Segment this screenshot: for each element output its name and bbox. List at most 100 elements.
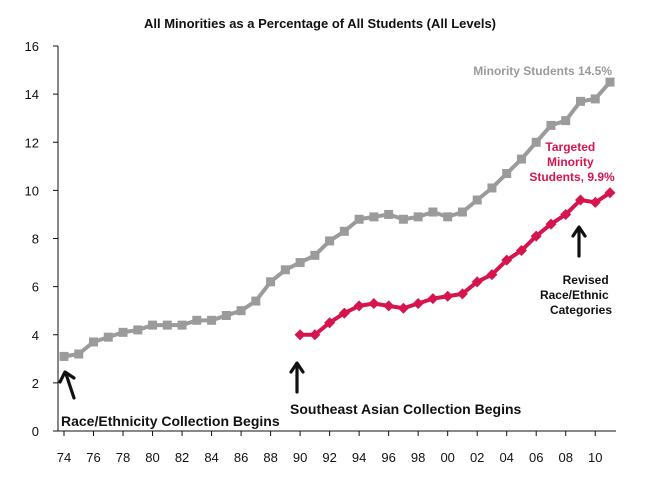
x-tick-label: 84 — [204, 450, 218, 465]
data-point — [589, 196, 601, 208]
asian-collection-arrow — [289, 361, 305, 394]
x-tick-label: 74 — [57, 450, 71, 465]
data-point — [574, 194, 586, 206]
data-point — [486, 269, 498, 281]
data-point — [457, 207, 467, 217]
data-point — [162, 320, 172, 330]
data-point — [118, 327, 128, 337]
data-point — [266, 277, 276, 287]
data-point — [221, 311, 231, 320]
data-point — [353, 300, 365, 312]
data-point — [443, 212, 453, 222]
data-point — [339, 226, 349, 236]
race-collection-arrow — [58, 370, 76, 400]
series-targeted-minority-students — [294, 187, 616, 341]
data-point — [236, 306, 246, 316]
data-point — [369, 212, 379, 222]
revised-categories-label: Revised Race/Ethnic Categories — [540, 273, 612, 317]
data-point — [324, 317, 336, 329]
annotations: Minority Students 14.5% Targeted Minorit… — [58, 64, 615, 429]
data-point — [471, 276, 483, 288]
data-point — [368, 297, 380, 309]
x-tick-label: 08 — [558, 450, 572, 465]
data-point — [531, 137, 541, 147]
x-tick-label: 78 — [116, 450, 130, 465]
series-minority-students — [59, 77, 615, 361]
x-tick-label: 96 — [381, 450, 395, 465]
data-point — [516, 154, 526, 164]
data-point — [383, 300, 395, 312]
series-line-minority-students — [63, 80, 612, 359]
asian-collection-label: Southeast Asian Collection Begins — [290, 401, 522, 417]
x-tick-label: 82 — [175, 450, 189, 465]
y-tick-label: 16 — [25, 39, 39, 54]
targeted-label-line-1: Targeted — [545, 140, 595, 154]
chart-title: All Minorities as a Percentage of All St… — [144, 16, 496, 31]
x-tick-label: 92 — [322, 450, 336, 465]
data-point — [575, 96, 585, 106]
data-point — [397, 302, 409, 314]
y-tick-label: 14 — [25, 87, 39, 102]
data-point — [354, 214, 364, 224]
x-tick-label: 06 — [529, 450, 543, 465]
data-point — [501, 254, 513, 266]
data-point — [561, 116, 571, 126]
x-tick-label: 94 — [352, 450, 366, 465]
data-point — [280, 265, 290, 275]
x-tick-label: 00 — [440, 450, 454, 465]
x-tick-label: 10 — [588, 450, 602, 465]
race-collection-label: Race/Ethnicity Collection Begins — [61, 413, 280, 429]
data-point — [545, 218, 557, 230]
x-tick-label: 76 — [86, 450, 100, 465]
data-point — [472, 195, 482, 205]
revised-label-line-2: Race/Ethnic — [540, 288, 609, 302]
x-tick-label: 86 — [234, 450, 248, 465]
data-point — [530, 230, 542, 242]
revised-label-line-1: Revised — [563, 273, 609, 287]
data-point — [133, 325, 143, 335]
revised-categories-arrow — [571, 225, 587, 258]
targeted-label-line-2: Minority — [547, 155, 594, 169]
data-point — [74, 349, 84, 359]
data-point — [192, 315, 202, 325]
data-point — [456, 288, 468, 300]
data-point — [398, 214, 408, 224]
data-point — [515, 245, 527, 257]
targeted-label-line-3: Students, 9.9% — [529, 170, 615, 184]
x-ticks: 74 76 78 80 82 84 86 88 90 92 94 96 98 00 02 04 06 08 10 — [57, 431, 602, 465]
data-point — [590, 94, 600, 104]
data-point — [177, 320, 187, 330]
data-point — [325, 236, 335, 246]
x-tick-label: 90 — [293, 450, 307, 465]
data-point — [605, 77, 615, 87]
data-point — [251, 296, 261, 306]
data-point — [412, 297, 424, 309]
data-point — [428, 207, 438, 217]
targeted-series-label: Targeted Minority Students, 9.9% — [529, 140, 615, 184]
data-point — [546, 120, 556, 130]
y-tick-label: 12 — [25, 135, 39, 150]
data-point — [427, 293, 439, 305]
x-tick-label: 88 — [263, 450, 277, 465]
data-point — [502, 169, 512, 179]
data-point — [338, 307, 350, 319]
x-tick-label: 80 — [145, 450, 159, 465]
data-point — [413, 212, 423, 222]
data-point — [560, 208, 572, 220]
x-tick-label: 04 — [499, 450, 513, 465]
data-point — [89, 337, 99, 347]
data-point — [442, 290, 454, 302]
data-point — [103, 332, 113, 342]
data-point — [59, 351, 69, 361]
y-tick-label: 4 — [32, 328, 39, 343]
y-tick-label: 0 — [32, 424, 39, 439]
data-point — [604, 187, 616, 199]
revised-label-line-3: Categories — [550, 303, 612, 317]
data-point — [148, 320, 158, 330]
data-point — [310, 250, 320, 260]
data-point — [294, 329, 306, 341]
y-tick-label: 8 — [32, 232, 39, 247]
data-point — [384, 209, 394, 219]
minority-series-label: Minority Students 14.5% — [473, 64, 612, 78]
